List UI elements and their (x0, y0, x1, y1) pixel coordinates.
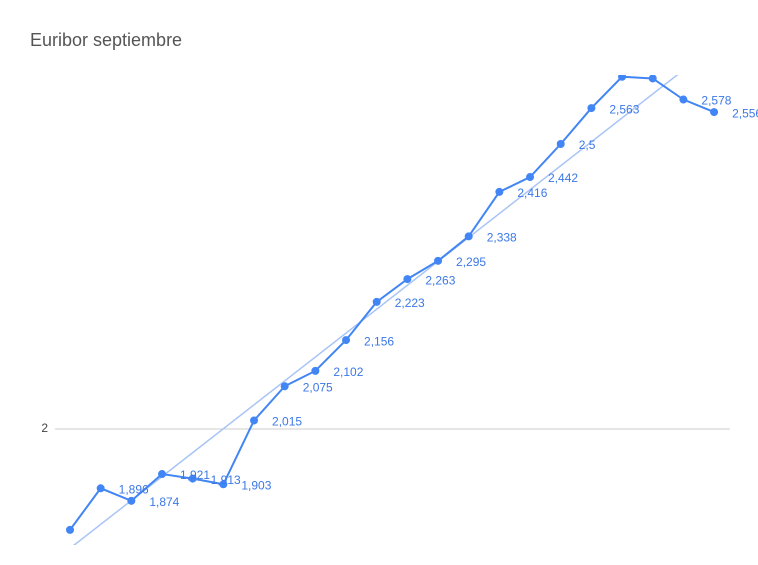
data-point (403, 275, 412, 284)
data-point (96, 484, 105, 493)
data-label: 2,015 (272, 415, 302, 429)
data-point (464, 232, 473, 241)
data-label: 2,102 (333, 365, 363, 379)
data-point (618, 75, 627, 81)
data-label: 2,578 (701, 94, 731, 108)
data-label: 1,913 (211, 473, 241, 487)
data-point (679, 95, 688, 104)
data-point (66, 525, 74, 534)
data-point (311, 366, 320, 375)
data-point (250, 416, 259, 425)
chart-title: Euribor septiembre (30, 30, 182, 50)
data-label: 2,563 (609, 102, 639, 116)
data-point (342, 336, 351, 345)
data-label: 2,263 (425, 273, 455, 287)
data-label: 2,442 (548, 171, 578, 185)
series-line (69, 75, 715, 531)
data-point (526, 173, 535, 182)
grid: 2 (41, 421, 730, 435)
data-label: 2,295 (456, 255, 486, 269)
data-point (219, 480, 228, 489)
data-point (372, 297, 381, 306)
data-label: 2,416 (517, 186, 547, 200)
data-label: 2,5 (579, 138, 596, 152)
data-point (127, 496, 136, 505)
data-point (280, 382, 289, 391)
data-point (556, 140, 565, 148)
data-label: 2,556 (732, 106, 758, 120)
data-label: 1,921 (180, 468, 210, 482)
data-label: 2,338 (487, 231, 517, 245)
data-label: 2,223 (395, 296, 425, 310)
data-label: 1,874 (149, 495, 179, 509)
data-label: 1,903 (241, 478, 271, 492)
plot-area (66, 75, 719, 545)
data-label: 2,156 (364, 334, 394, 348)
data-point (587, 104, 596, 113)
data-point (188, 474, 197, 483)
data-point (495, 187, 504, 196)
data-label: 1,896 (119, 482, 149, 496)
data-point (648, 75, 657, 83)
trendline (73, 75, 679, 545)
data-label: 2,075 (303, 380, 333, 394)
data-point (434, 256, 443, 265)
data-point (710, 108, 719, 117)
y-tick-label: 2 (41, 421, 48, 435)
data-point (158, 470, 167, 479)
